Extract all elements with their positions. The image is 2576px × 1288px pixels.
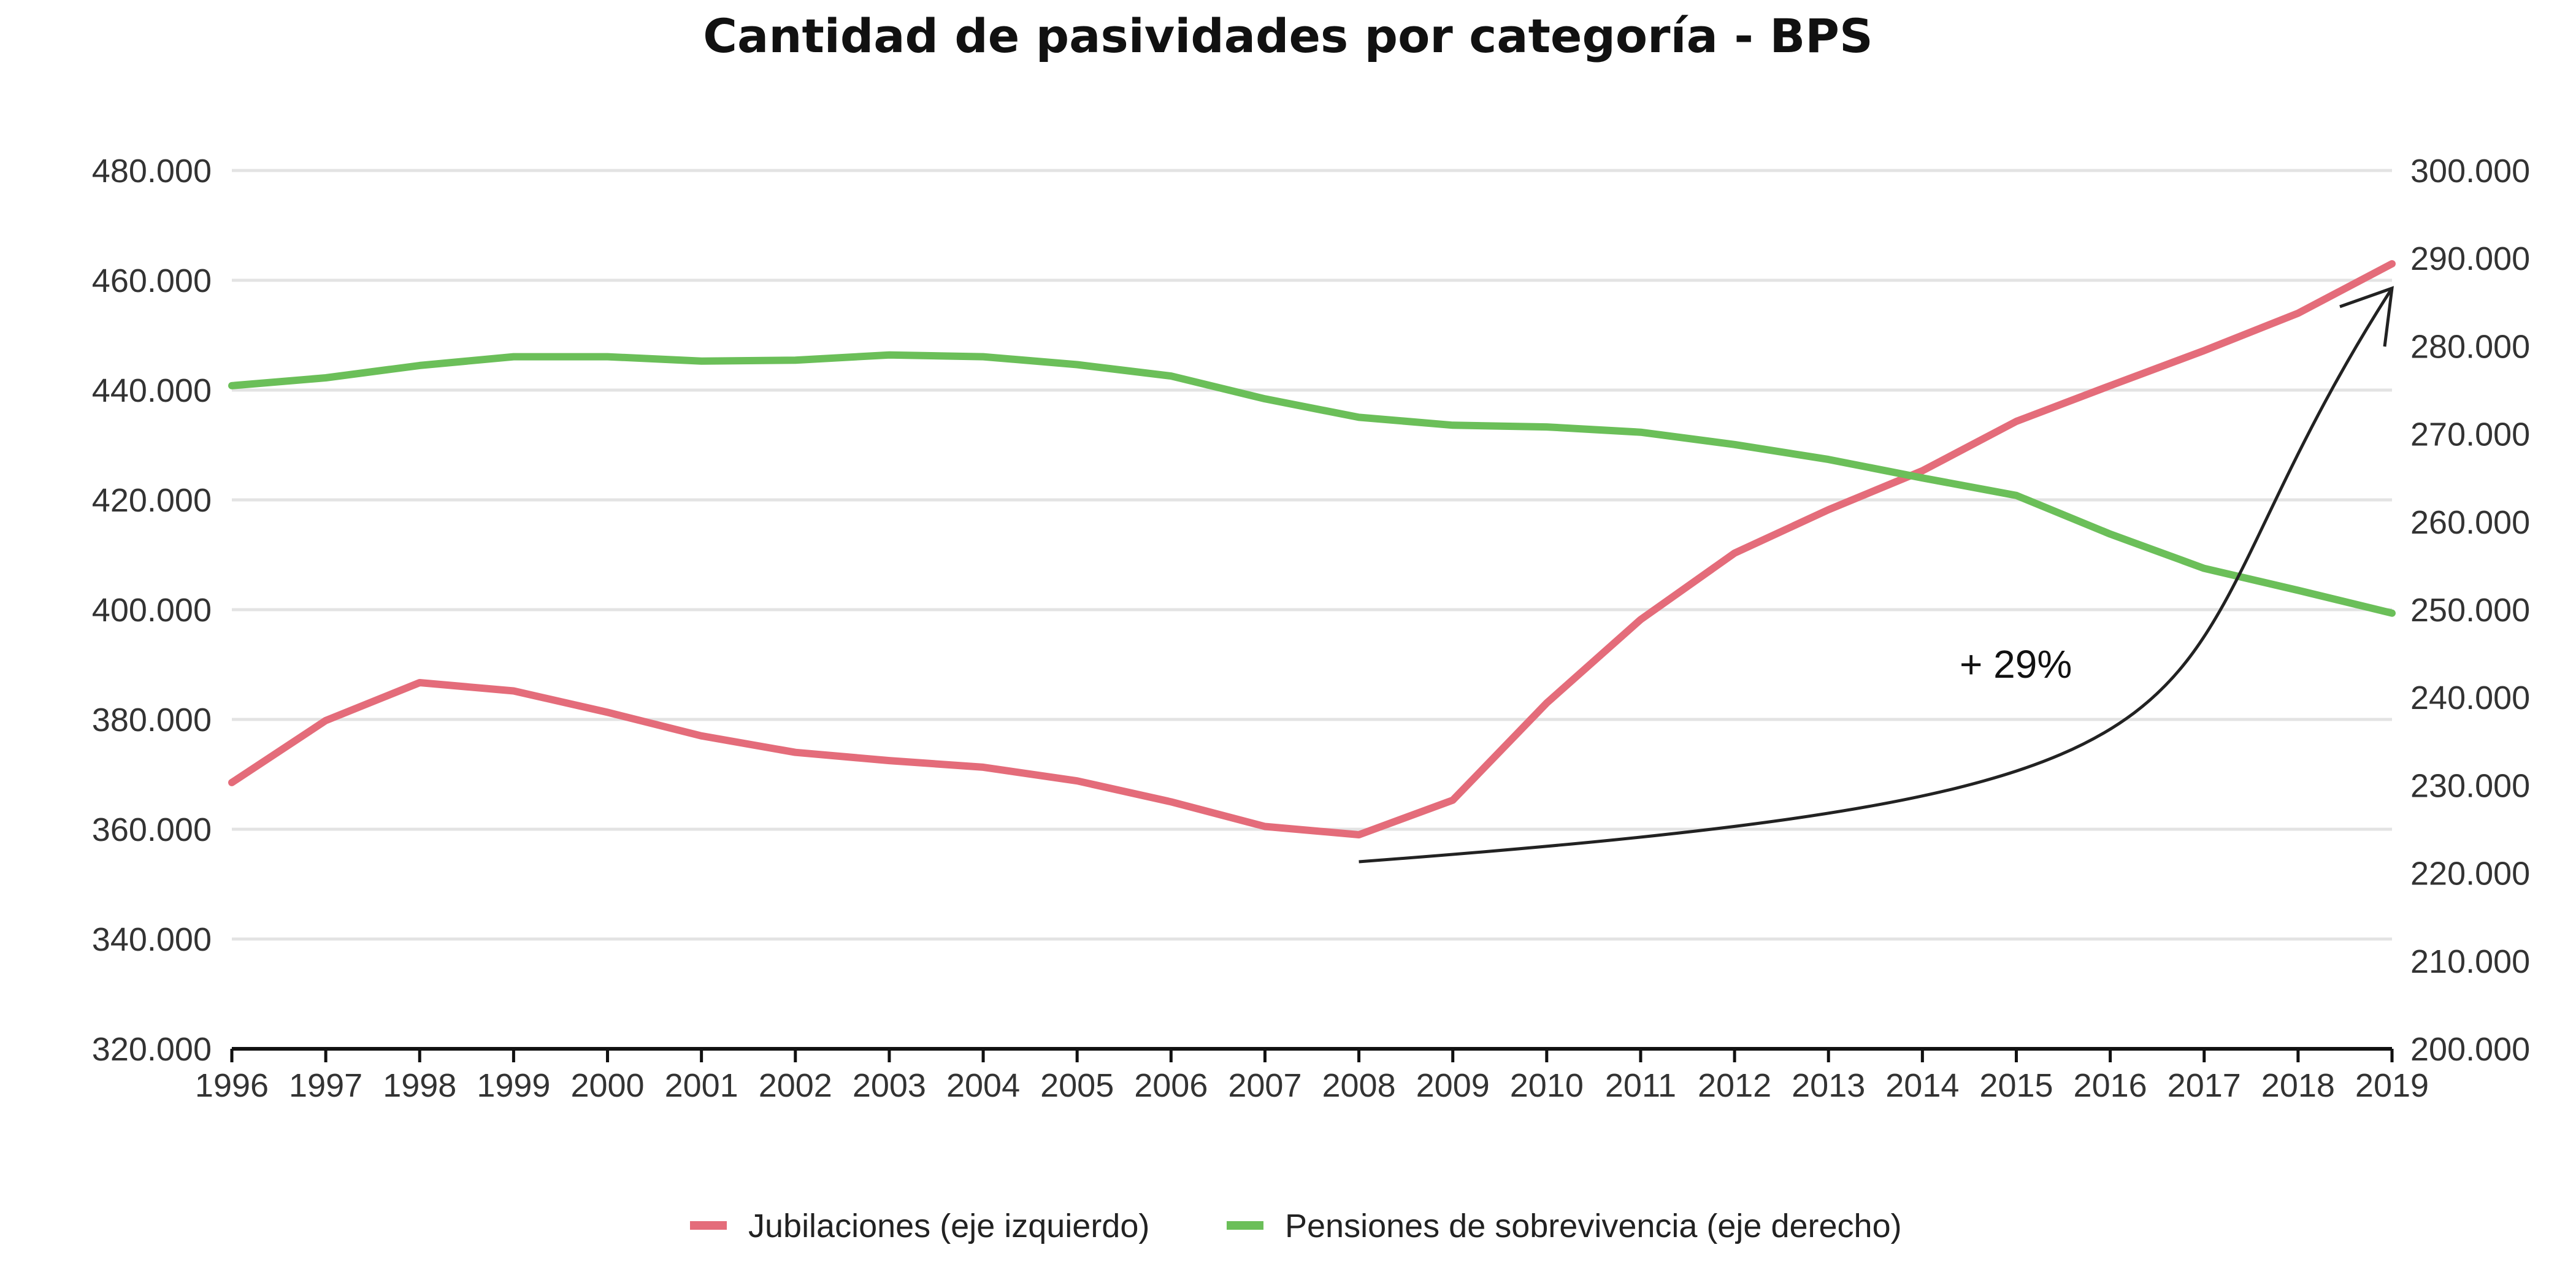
axes: 320.000 340.000 360.000 380.000 400.000 420.0… bbox=[92, 153, 2530, 1104]
grid-lines bbox=[232, 169, 2392, 941]
x-axis-tick-label: 2006 bbox=[1134, 1067, 1208, 1104]
left-axis-tick-label: 380.000 bbox=[92, 702, 212, 738]
x-axis-tick-label: 2015 bbox=[1979, 1067, 2053, 1104]
left-axis-tick-label: 480.000 bbox=[92, 153, 212, 190]
x-axis-tick-label: 2002 bbox=[759, 1067, 832, 1104]
x-axis-tick-label: 2013 bbox=[1792, 1067, 1865, 1104]
x-axis-tick-label: 2003 bbox=[853, 1067, 926, 1104]
series-lines bbox=[228, 260, 2396, 838]
x-axis-tick-label: 2005 bbox=[1040, 1067, 1114, 1104]
x-axis-tick-label: 2010 bbox=[1510, 1067, 1584, 1104]
right-axis-tick-label: 290.000 bbox=[2410, 240, 2530, 277]
x-axis-tick-label: 2009 bbox=[1416, 1067, 1490, 1104]
legend: Jubilaciones (eje izquierdo) Pensiones de… bbox=[690, 1208, 1902, 1244]
growth-arrow bbox=[1359, 287, 2394, 864]
left-axis-tick-label: 360.000 bbox=[92, 811, 212, 848]
x-axis-tick-label: 1998 bbox=[383, 1067, 456, 1104]
right-axis-tick-label: 300.000 bbox=[2410, 153, 2530, 190]
right-axis-tick-label: 240.000 bbox=[2410, 680, 2530, 716]
x-axis-tick-label: 2007 bbox=[1228, 1067, 1301, 1104]
growth-annotation: + 29% bbox=[1359, 286, 2394, 864]
x-axis-tick-label: 2016 bbox=[2074, 1067, 2147, 1104]
x-axis-tick-label: 2004 bbox=[946, 1067, 1020, 1104]
x-axis-tick-label: 1996 bbox=[195, 1067, 269, 1104]
x-axis-tick-label: 2014 bbox=[1885, 1067, 1959, 1104]
x-axis-tick-label: 1999 bbox=[477, 1067, 550, 1104]
series-line-jubilaciones bbox=[228, 260, 2396, 838]
right-axis-tick-label: 200.000 bbox=[2410, 1031, 2530, 1068]
left-axis-tick-label: 340.000 bbox=[92, 921, 212, 958]
x-axis-tick-label: 2017 bbox=[2168, 1067, 2241, 1104]
left-axis-tick-label: 320.000 bbox=[92, 1031, 212, 1068]
growth-annotation-label: + 29% bbox=[1960, 642, 2072, 686]
x-axis-tick-label: 1997 bbox=[289, 1067, 362, 1104]
growth-arrow-head bbox=[2339, 286, 2394, 347]
legend-label: Jubilaciones (eje izquierdo) bbox=[748, 1208, 1149, 1244]
right-axis-tick-label: 250.000 bbox=[2410, 592, 2530, 629]
x-axis-tick-label: 2001 bbox=[665, 1067, 738, 1104]
right-axis-tick-label: 260.000 bbox=[2410, 504, 2530, 541]
right-axis-tick-label: 280.000 bbox=[2410, 328, 2530, 365]
x-axis-tick-label: 2012 bbox=[1698, 1067, 1771, 1104]
x-axis-tick-label: 2018 bbox=[2261, 1067, 2335, 1104]
series-line-pensiones bbox=[228, 351, 2396, 617]
left-axis-tick-label: 400.000 bbox=[92, 592, 212, 629]
chart-title: Cantidad de pasividades por categoría - … bbox=[703, 9, 1873, 63]
x-axis-tick-label: 2019 bbox=[2355, 1067, 2429, 1104]
legend-label: Pensiones de sobrevivencia (eje derecho) bbox=[1285, 1208, 1902, 1244]
x-axis-tick-label: 2011 bbox=[1605, 1067, 1676, 1104]
left-axis-tick-label: 460.000 bbox=[92, 263, 212, 299]
right-axis-tick-label: 220.000 bbox=[2410, 856, 2530, 892]
right-axis-tick-label: 270.000 bbox=[2410, 416, 2530, 453]
right-axis-tick-label: 230.000 bbox=[2410, 767, 2530, 804]
right-axis-tick-label: 210.000 bbox=[2410, 943, 2530, 980]
x-axis-tick-label: 2000 bbox=[570, 1067, 644, 1104]
x-axis-tick-label: 2008 bbox=[1322, 1067, 1395, 1104]
left-axis-tick-label: 420.000 bbox=[92, 482, 212, 519]
left-axis-tick-label: 440.000 bbox=[92, 372, 212, 409]
